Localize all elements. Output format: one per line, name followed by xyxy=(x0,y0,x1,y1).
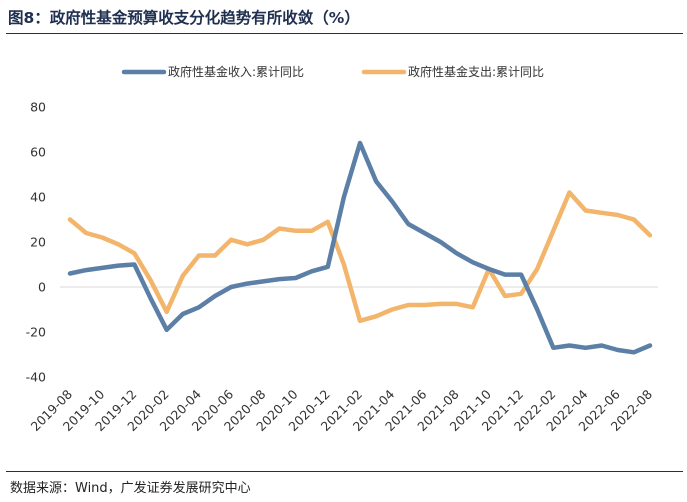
title-divider xyxy=(6,33,683,34)
x-axis: 2019-082019-102019-122020-022020-042020-… xyxy=(28,286,658,434)
y-tick-label: -20 xyxy=(26,325,46,340)
legend-label-0: 政府性基金收入:累计同比 xyxy=(168,64,304,79)
y-tick-label: 60 xyxy=(30,145,46,160)
series-line-1 xyxy=(67,190,653,324)
y-tick-label: 80 xyxy=(30,100,46,115)
footer-divider xyxy=(6,471,683,472)
line-chart: 政府性基金收入:累计同比 政府性基金支出:累计同比 -40 -20 0 20 40 60 80… xyxy=(26,64,658,434)
legend-label-1: 政府性基金支出:累计同比 xyxy=(408,64,544,79)
y-tick-label: 20 xyxy=(30,235,46,250)
y-axis: -40 -20 0 20 40 60 80 xyxy=(26,100,46,385)
series-line-0 xyxy=(67,140,653,355)
y-tick-label: 40 xyxy=(30,190,46,205)
source-note: 数据来源：Wind，广发证券发展研究中心 xyxy=(10,481,251,496)
y-tick-label: -40 xyxy=(26,370,46,385)
series-layer xyxy=(67,140,653,355)
figure-title: 图8：政府性基金预算收支分化趋势有所收敛（%） xyxy=(8,9,360,27)
y-tick-label: 0 xyxy=(38,280,46,295)
legend: 政府性基金收入:累计同比 政府性基金支出:累计同比 xyxy=(121,64,544,79)
